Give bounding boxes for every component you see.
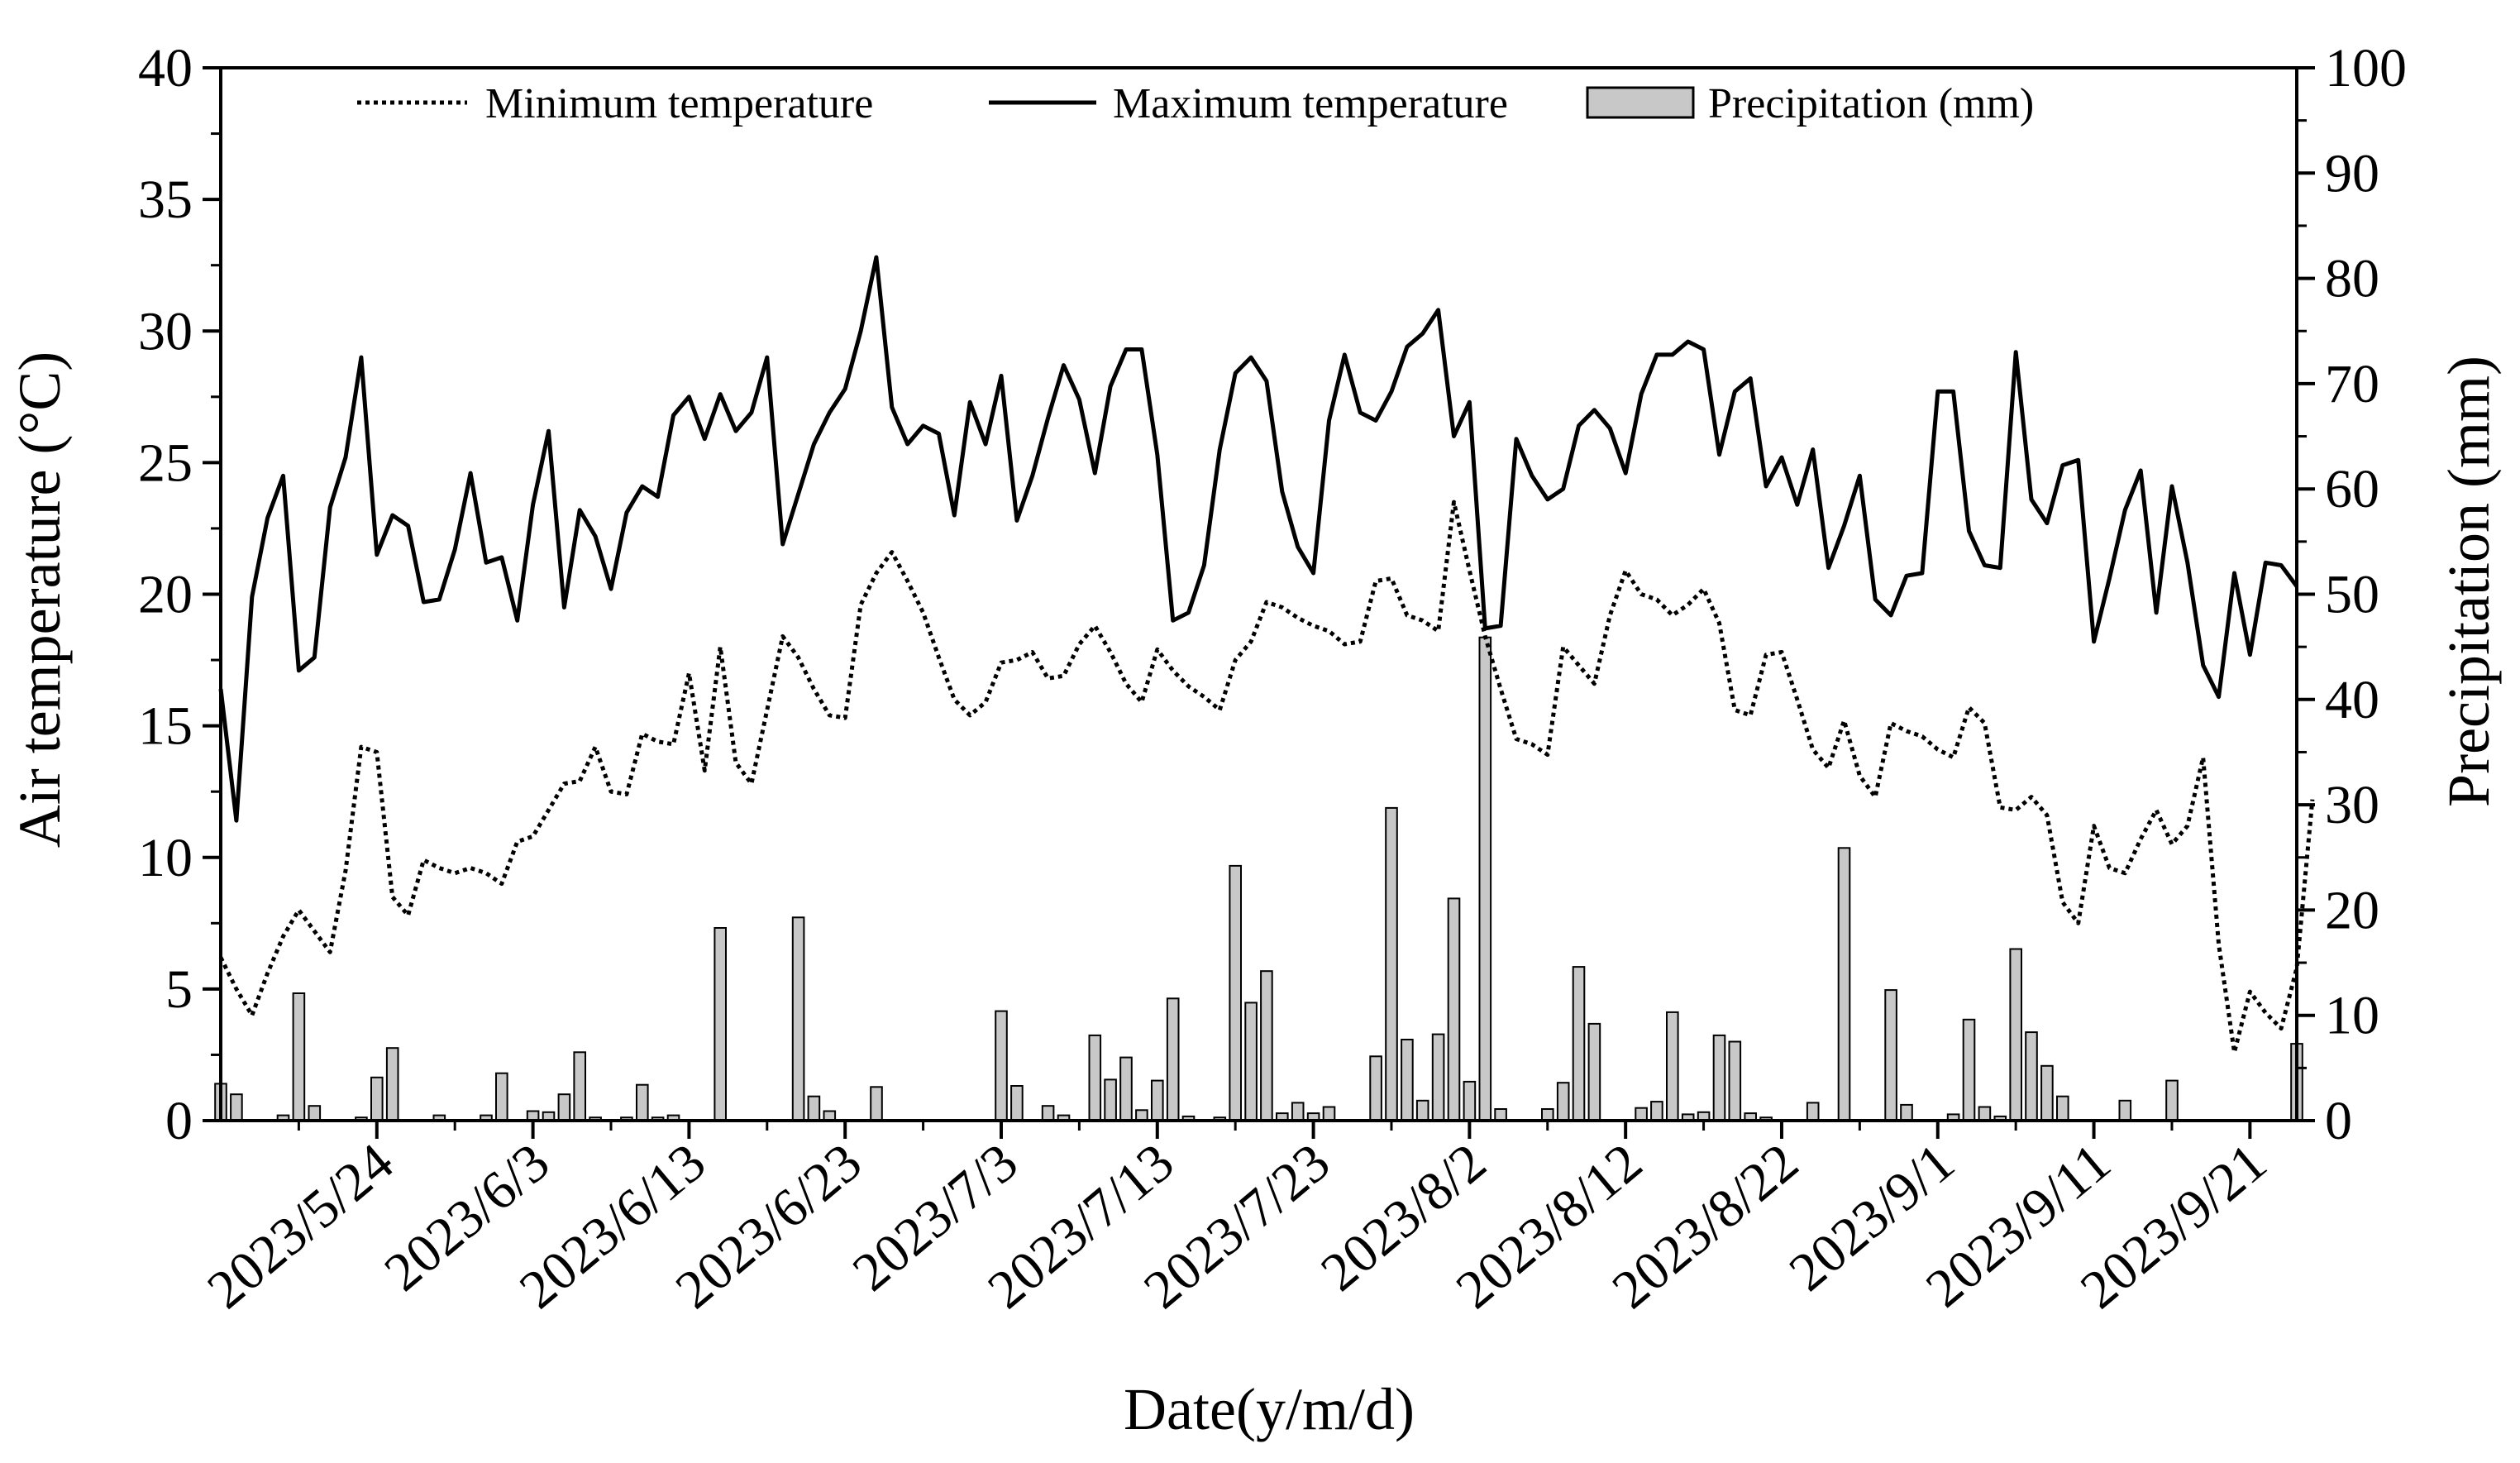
precipitation-bar <box>1088 1034 1102 1122</box>
precipitation-bar <box>1900 1103 1913 1122</box>
precipitation-bar <box>1494 1108 1507 1121</box>
y-left-tick-label: 25 <box>138 433 193 493</box>
precipitation-bar <box>1322 1106 1336 1121</box>
legend-label: Minimum temperature <box>485 80 873 127</box>
precipitation-bar <box>308 1105 322 1121</box>
precipitation-bar <box>573 1051 587 1122</box>
y-axis-right-title: Precipitation (mm) <box>2436 356 2502 807</box>
legend: Minimum temperature Maximum temperature Pr… <box>357 80 2034 127</box>
precipitation-bar <box>1260 970 1273 1121</box>
y-right-tick-label: 90 <box>2325 143 2379 203</box>
precipitation-bar <box>1556 1082 1570 1121</box>
precipitation-bar <box>1385 806 1398 1122</box>
precipitation-bar <box>995 1010 1008 1121</box>
legend-swatch-precipitation <box>1586 86 1695 119</box>
precipitation-bar <box>1806 1102 1820 1122</box>
y-right-tick-label: 10 <box>2325 986 2379 1046</box>
x-tick-label: 2023/5/24 <box>196 1132 404 1321</box>
legend-label: Precipitation (mm) <box>1708 80 2034 127</box>
precipitation-bar <box>1244 1002 1258 1122</box>
precipitation-bar <box>1666 1011 1679 1122</box>
precipitation-bar <box>636 1083 649 1121</box>
precipitation-bar <box>1587 1022 1601 1122</box>
x-axis-title: Date(y/m/d) <box>1124 1376 1415 1442</box>
y-left-tick-label: 30 <box>138 301 193 361</box>
y-right-tick-label: 20 <box>2325 880 2379 940</box>
legend-label: Maximum temperature <box>1113 80 1508 127</box>
precipitation-bar <box>1369 1055 1382 1122</box>
precipitation-bar <box>2040 1064 2054 1122</box>
precipitation-bar <box>1463 1080 1477 1122</box>
precipitation-bar <box>2165 1079 2179 1121</box>
precipitation-bar <box>870 1086 883 1122</box>
y-left-tick-label: 40 <box>138 38 193 98</box>
temperature-lines <box>218 255 2315 1054</box>
precipitation-bar <box>1650 1101 1663 1121</box>
precipitation-bar <box>557 1093 571 1121</box>
precipitation-bar <box>1712 1034 1726 1122</box>
y-left-tick-label: 15 <box>138 696 193 757</box>
precipitation-bar <box>1541 1108 1554 1121</box>
precipitation-bar <box>1478 636 1492 1121</box>
precipitation-bar <box>1104 1078 1117 1122</box>
precipitation-bar <box>1401 1039 1414 1121</box>
y-right-tick-label: 60 <box>2325 459 2379 519</box>
precipitation-bar <box>1041 1105 1055 1121</box>
precipitation-bar <box>1010 1085 1024 1121</box>
y-right-tick-label: 50 <box>2325 565 2379 625</box>
precipitation-bar <box>292 992 306 1121</box>
y-left-tick-label: 5 <box>165 959 193 1020</box>
precipitation-bar <box>1978 1106 1992 1121</box>
precipitation-bar <box>1229 864 1243 1122</box>
precipitation-bar <box>1884 989 1897 1121</box>
y-axis-left-title: Air temperature (°C) <box>7 351 73 849</box>
precipitation-bar <box>2056 1095 2069 1121</box>
y-right-tick-label: 80 <box>2325 249 2379 309</box>
y-right-tick-label: 30 <box>2325 775 2379 835</box>
y-right-tick-label: 40 <box>2325 670 2379 730</box>
precipitation-bar <box>1962 1018 1976 1122</box>
precipitation-bar <box>1166 997 1180 1122</box>
precipitation-bar <box>714 927 728 1121</box>
precipitation-bar <box>1415 1099 1429 1122</box>
precipitation-bar <box>1572 966 1586 1121</box>
precipitation-bar <box>1635 1107 1648 1121</box>
y-right-tick-label: 0 <box>2325 1091 2352 1151</box>
precipitation-bar <box>1431 1033 1445 1121</box>
y-left-tick-label: 10 <box>138 828 193 888</box>
y-left-tick-label: 0 <box>165 1091 193 1151</box>
min-temperature-line <box>218 500 2315 1054</box>
axes: 0 5 10 15 20 25 30 35 40 0 10 20 30 40 50 60 70 80 90 100 20… <box>138 38 2407 1321</box>
precipitation-bars <box>214 636 2303 1122</box>
y-left-tick-label: 20 <box>138 565 193 625</box>
y-right-tick-label: 100 <box>2325 38 2407 98</box>
precipitation-bar <box>370 1076 384 1122</box>
precipitation-bar <box>1837 847 1851 1122</box>
precipitation-bar <box>1447 897 1461 1122</box>
max-temperature-line <box>218 255 2299 823</box>
precipitation-bar <box>1151 1079 1164 1121</box>
plot-frame <box>219 66 2298 1122</box>
precipitation-bar <box>2025 1031 2038 1121</box>
precipitation-bar <box>1728 1040 1742 1121</box>
precipitation-bar <box>2118 1099 2132 1122</box>
precipitation-bar <box>1291 1102 1305 1122</box>
precipitation-bar <box>791 916 805 1122</box>
y-right-tick-label: 70 <box>2325 354 2379 414</box>
precipitation-bar <box>385 1047 399 1121</box>
y-left-tick-label: 35 <box>138 170 193 230</box>
precipitation-bar <box>495 1072 508 1121</box>
precipitation-bar <box>1119 1056 1133 1121</box>
precipitation-bar <box>807 1095 821 1121</box>
precipitation-bar <box>230 1093 243 1121</box>
precipitation-bar <box>2009 948 2022 1121</box>
